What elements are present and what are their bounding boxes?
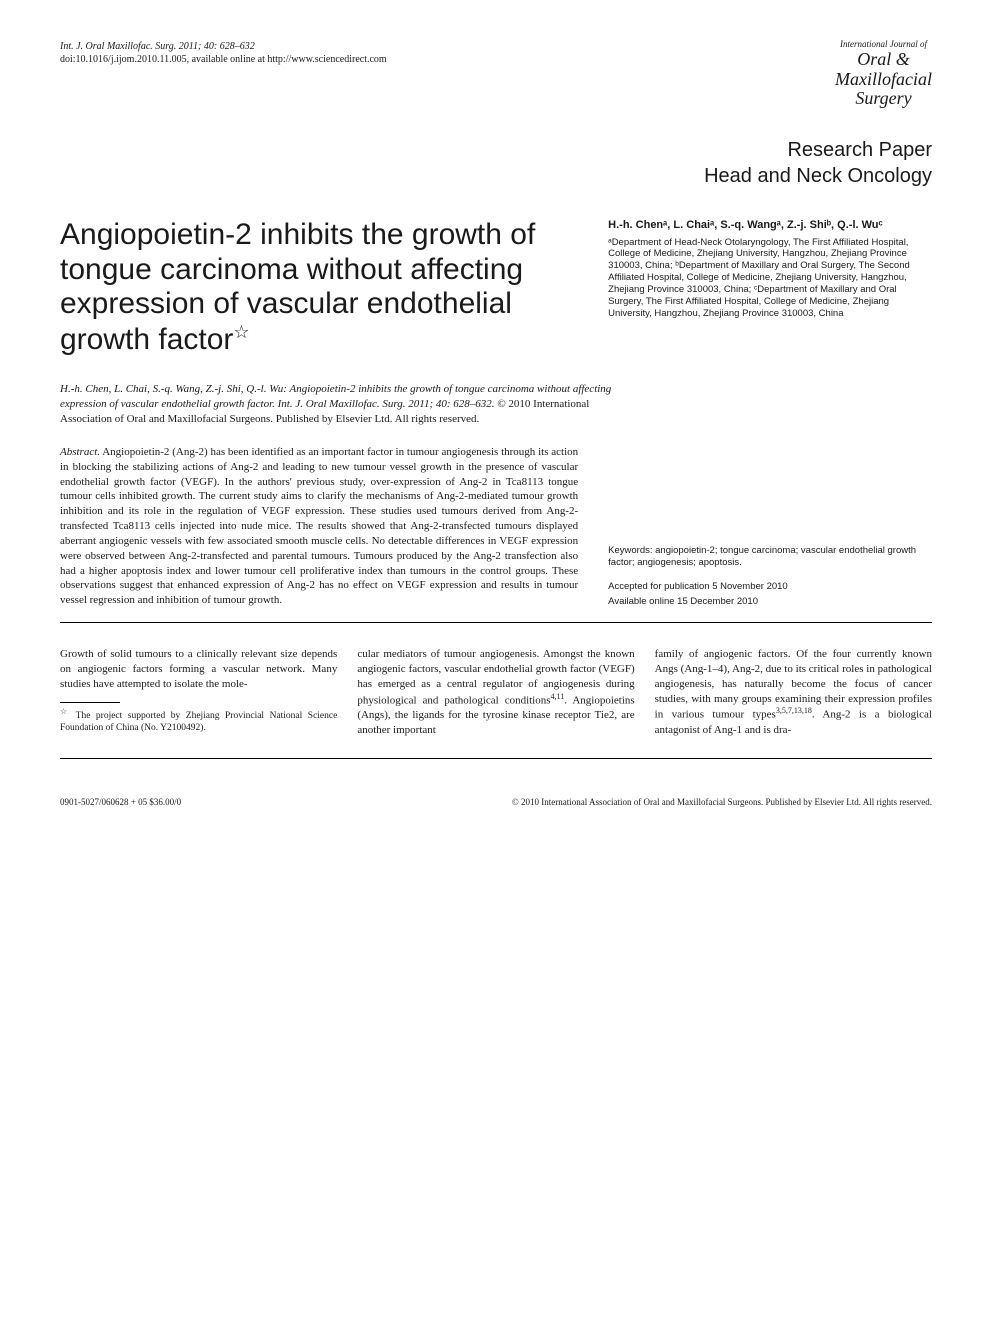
body-col3-ref1: 3,5,7,13,18 [776, 706, 812, 715]
body-column-1: Growth of solid tumours to a clinically … [60, 647, 337, 738]
available-date: Available online 15 December 2010 [608, 596, 932, 608]
section-divider [60, 622, 932, 623]
section-type-label: Head and Neck Oncology [60, 165, 932, 188]
abstract-body: Angiopoietin-2 (Ang-2) has been identifi… [60, 446, 578, 606]
keywords-column: Keywords: angiopoietin-2; tongue carcino… [608, 445, 932, 608]
logo-line1: Oral & [835, 50, 932, 70]
body-col2-ref1: 4,11 [551, 692, 565, 701]
accepted-date: Accepted for publication 5 November 2010 [608, 581, 932, 593]
journal-reference: Int. J. Oral Maxillofac. Surg. 2011; 40:… [60, 40, 387, 66]
citation-block: H.-h. Chen, L. Chai, S.-q. Wang, Z.-j. S… [60, 382, 620, 427]
journal-logo: International Journal of Oral & Maxillof… [835, 40, 932, 109]
title-authors-block: Angiopoietin-2 inhibits the growth of to… [60, 218, 932, 357]
abstract-keywords-row: Abstract. Angiopoietin-2 (Ang-2) has bee… [60, 445, 932, 608]
page-header: Int. J. Oral Maxillofac. Surg. 2011; 40:… [60, 40, 932, 109]
article-title: Angiopoietin-2 inhibits the growth of to… [60, 218, 578, 357]
footer-right: © 2010 International Association of Oral… [512, 797, 932, 807]
keywords-text: Keywords: angiopoietin-2; tongue carcino… [608, 545, 932, 570]
abstract-column: Abstract. Angiopoietin-2 (Ang-2) has bee… [60, 445, 578, 608]
logo-line2: Maxillofacial [835, 70, 932, 90]
author-list: H.-h. Chenᵃ, L. Chaiᵃ, S.-q. Wangᵃ, Z.-j… [608, 218, 932, 232]
title-column: Angiopoietin-2 inhibits the growth of to… [60, 218, 578, 357]
page-footer: 0901-5027/060628 + 05 $36.00/0 © 2010 In… [60, 789, 932, 807]
body-col1-para: Growth of solid tumours to a clinically … [60, 647, 337, 692]
title-footnote-star: ☆ [233, 322, 249, 342]
body-column-2: cular mediators of tumour angiogenesis. … [357, 647, 634, 738]
footnote-text: The project supported by Zhejiang Provin… [60, 711, 337, 733]
body-column-3: family of angiogenic factors. Of the fou… [655, 647, 932, 738]
authors-column: H.-h. Chenᵃ, L. Chaiᵃ, S.-q. Wangᵃ, Z.-j… [608, 218, 932, 357]
title-text: Angiopoietin-2 inhibits the growth of to… [60, 218, 535, 356]
logo-line3: Surgery [835, 89, 932, 109]
journal-ref-line2: doi:10.1016/j.ijom.2010.11.005, availabl… [60, 54, 387, 65]
footer-left: 0901-5027/060628 + 05 $36.00/0 [60, 797, 181, 807]
paper-type-label: Research Paper [60, 139, 932, 162]
footnote-star: ☆ [60, 707, 70, 716]
abstract-label: Abstract. [60, 446, 100, 458]
footnote: ☆ The project supported by Zhejiang Prov… [60, 707, 337, 735]
body-col1-text: Growth of solid tumours to a clinically … [60, 648, 337, 690]
body-col3-para: family of angiogenic factors. Of the fou… [655, 647, 932, 738]
body-text-columns: Growth of solid tumours to a clinically … [60, 647, 932, 738]
journal-ref-line1: Int. J. Oral Maxillofac. Surg. 2011; 40:… [60, 41, 255, 52]
body-col2-para: cular mediators of tumour angiogenesis. … [357, 647, 634, 738]
footnote-rule [60, 702, 120, 703]
abstract-text: Abstract. Angiopoietin-2 (Ang-2) has bee… [60, 445, 578, 608]
footer-rule [60, 758, 932, 759]
affiliations: ᵃDepartment of Head-Neck Otolaryngology,… [608, 237, 932, 320]
